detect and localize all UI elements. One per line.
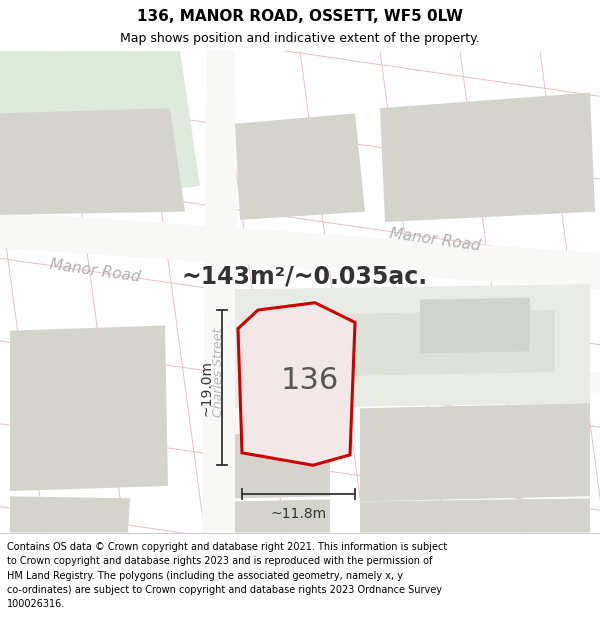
Text: 136: 136	[281, 366, 339, 395]
Polygon shape	[360, 403, 590, 501]
Polygon shape	[235, 499, 330, 532]
Polygon shape	[350, 362, 600, 392]
Text: Charles Street: Charles Street	[212, 328, 224, 417]
Polygon shape	[10, 496, 130, 532]
Polygon shape	[10, 326, 168, 491]
Text: 136, MANOR ROAD, OSSETT, WF5 0LW: 136, MANOR ROAD, OSSETT, WF5 0LW	[137, 9, 463, 24]
Text: ~143m²/~0.035ac.: ~143m²/~0.035ac.	[182, 265, 428, 289]
Polygon shape	[235, 432, 330, 498]
Polygon shape	[0, 212, 600, 289]
Polygon shape	[238, 302, 355, 465]
Polygon shape	[235, 113, 365, 220]
Polygon shape	[360, 498, 590, 532]
Polygon shape	[0, 108, 185, 215]
Text: ~11.8m: ~11.8m	[271, 507, 326, 521]
Polygon shape	[0, 51, 200, 212]
Text: Contains OS data © Crown copyright and database right 2021. This information is : Contains OS data © Crown copyright and d…	[7, 542, 448, 609]
Text: Manor Road: Manor Road	[49, 257, 142, 284]
Text: Map shows position and indicative extent of the property.: Map shows position and indicative extent…	[120, 32, 480, 45]
Text: ~19.0m: ~19.0m	[200, 359, 214, 416]
Polygon shape	[235, 284, 590, 408]
Text: Manor Road: Manor Road	[389, 226, 481, 253]
Polygon shape	[202, 51, 240, 532]
Polygon shape	[420, 298, 530, 354]
Polygon shape	[380, 92, 595, 222]
Polygon shape	[270, 310, 555, 378]
